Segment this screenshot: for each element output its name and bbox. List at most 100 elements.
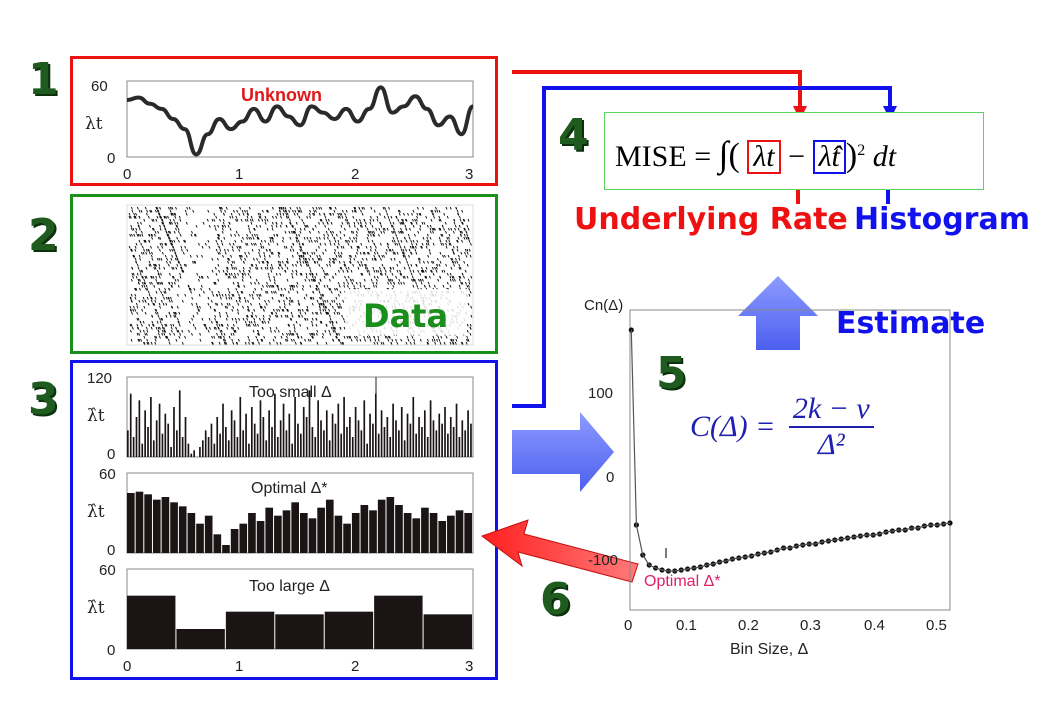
spike-tick — [253, 227, 256, 231]
spike-tick — [359, 251, 362, 255]
spike-tick — [431, 209, 434, 213]
spike-tick — [231, 266, 234, 270]
spike-tick — [452, 248, 455, 252]
spike-tick — [217, 236, 220, 240]
spike-tick — [458, 257, 461, 261]
spike-tick — [367, 230, 370, 234]
spike-tick — [311, 272, 314, 276]
spike-tick — [415, 251, 418, 255]
spike-tick — [453, 278, 456, 282]
spike-tick — [463, 227, 466, 231]
spike-tick — [267, 209, 269, 213]
spike-tick — [157, 236, 160, 240]
spike-tick — [154, 299, 157, 303]
spike-tick — [400, 248, 403, 252]
spike-tick — [392, 266, 395, 270]
spike-tick — [233, 272, 236, 276]
spike-tick — [225, 296, 228, 300]
spike-tick — [326, 299, 329, 303]
spike-tick — [299, 311, 302, 315]
spike-tick — [174, 257, 177, 261]
spike-tick — [255, 263, 258, 267]
spike-tick — [414, 218, 417, 222]
spike-tick — [276, 233, 278, 237]
spike-tick — [295, 221, 298, 225]
spike-tick — [283, 305, 286, 309]
spike-tick — [461, 221, 464, 225]
spike-tick — [386, 275, 389, 279]
spike-tick — [215, 239, 218, 243]
spike-tick — [372, 284, 375, 288]
spike-tick — [269, 236, 272, 240]
spike-tick — [370, 233, 372, 237]
spike-tick — [364, 224, 367, 228]
spike-tick — [215, 215, 218, 219]
spike-tick — [464, 227, 467, 231]
spike-tick — [172, 245, 175, 249]
spike-tick — [284, 209, 287, 213]
spike-tick — [150, 275, 153, 279]
spike-tick — [396, 251, 399, 255]
spike-tick — [165, 230, 168, 234]
spike-tick — [421, 269, 424, 273]
spike-tick — [170, 242, 173, 246]
spike-tick — [459, 218, 462, 222]
spike-tick — [420, 245, 423, 249]
spike-tick — [147, 290, 150, 294]
spike-tick — [392, 221, 395, 225]
spike-tick — [153, 266, 156, 270]
spike-tick — [435, 206, 437, 210]
spike-tick — [221, 224, 224, 228]
spike-tick — [141, 284, 144, 288]
spike-tick — [312, 290, 315, 294]
spike-tick — [151, 257, 154, 261]
spike-tick — [398, 209, 401, 213]
spike-tick — [178, 260, 181, 264]
spike-tick — [289, 248, 292, 252]
spike-tick — [344, 275, 347, 279]
spike-tick — [248, 227, 251, 231]
spike-tick — [141, 308, 144, 312]
spike-tick — [150, 233, 153, 237]
spike-tick — [350, 245, 353, 249]
spike-tick — [326, 236, 329, 240]
spike-tick — [140, 221, 142, 225]
spike-tick — [376, 215, 379, 219]
spike-tick — [232, 275, 235, 279]
spike-tick — [215, 293, 218, 297]
spike-tick — [149, 263, 152, 267]
spike-tick — [298, 209, 301, 213]
spike-tick — [323, 233, 326, 237]
spike-tick — [291, 275, 294, 279]
mise-formula-box: MISE = ∫( λt − λ̂t)2 dt — [604, 112, 984, 190]
spike-tick — [151, 233, 154, 237]
spike-tick — [359, 284, 362, 288]
spike-tick — [154, 296, 157, 300]
spike-tick — [392, 251, 395, 255]
spike-tick — [132, 308, 135, 312]
spike-tick — [314, 239, 317, 243]
spike-tick — [322, 251, 325, 255]
spike-tick — [233, 266, 236, 270]
spike-tick — [155, 278, 158, 282]
spike-tick — [397, 281, 400, 285]
spike-tick — [364, 266, 367, 270]
spike-tick — [298, 233, 301, 237]
spike-tick — [299, 308, 302, 312]
spike-tick — [255, 278, 258, 282]
spike-tick — [324, 299, 327, 303]
spike-tick — [352, 278, 355, 282]
spike-tick — [162, 302, 165, 306]
spike-tick — [434, 266, 437, 270]
spike-tick — [403, 281, 405, 285]
spike-tick — [306, 236, 309, 240]
spike-tick — [173, 314, 176, 318]
spike-tick — [380, 230, 383, 234]
spike-tick — [271, 236, 274, 240]
spike-tick — [164, 290, 167, 294]
spike-tick — [340, 254, 343, 258]
spike-tick — [246, 215, 249, 219]
spike-tick — [169, 230, 172, 234]
spike-tick — [323, 284, 326, 288]
spike-tick — [150, 209, 153, 213]
